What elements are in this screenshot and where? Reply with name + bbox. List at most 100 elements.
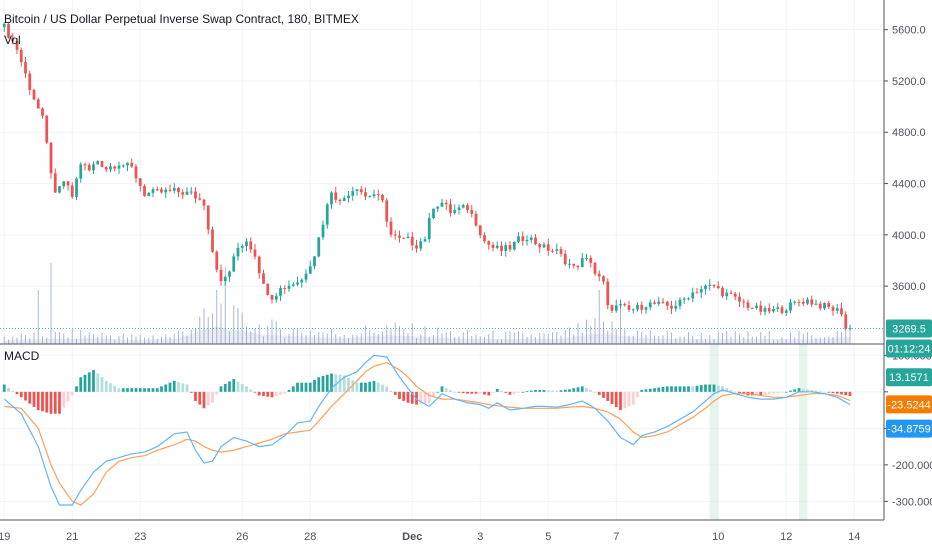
macd-histogram-bar <box>96 373 100 392</box>
macd-histogram-bar <box>185 384 189 392</box>
candle-body <box>245 241 248 246</box>
macd-histogram-bar <box>644 389 648 392</box>
candle-body <box>355 189 359 192</box>
macd-histogram-bar <box>287 390 291 392</box>
macd-histogram-bar <box>2 384 6 392</box>
macd-histogram-bar <box>100 377 104 392</box>
macd-histogram-bar <box>160 386 163 392</box>
candle-body <box>500 245 503 251</box>
candle-body <box>134 166 138 179</box>
candle-body <box>402 237 406 239</box>
candle-body <box>827 303 831 307</box>
candle-body <box>274 295 278 300</box>
candle-body <box>419 241 423 249</box>
price-candles <box>0 22 884 331</box>
macd-histogram-bar <box>844 391 848 396</box>
macd-lines <box>3 354 851 506</box>
macd-histogram-bar <box>232 379 236 392</box>
macd-histogram-bar <box>763 391 767 395</box>
candle-body <box>321 224 325 238</box>
macd-histogram-bar <box>487 391 491 396</box>
macd-histogram-bar <box>687 386 690 392</box>
candle-body <box>202 199 206 206</box>
candle-body <box>151 189 155 193</box>
candle-body <box>699 289 703 293</box>
macd-histogram-bar <box>304 382 308 392</box>
macd-histogram-bar <box>134 388 138 392</box>
price-tick-label: 5200.0 <box>892 76 926 88</box>
macd-histogram-bar <box>793 389 797 392</box>
x-tick-label: 12 <box>780 531 792 543</box>
macd-histogram-bar <box>53 391 57 414</box>
macd-histogram-bar <box>695 385 699 392</box>
macd-histogram-bar <box>70 391 74 396</box>
candle-body <box>763 308 767 312</box>
candle-body <box>7 23 10 38</box>
candle-body <box>75 178 78 197</box>
candle-body <box>653 302 656 304</box>
candle-body <box>674 306 678 309</box>
macd-histogram-bar <box>699 385 703 392</box>
macd-histogram-bar <box>143 388 146 392</box>
macd-histogram-bar <box>521 391 525 393</box>
candle-body <box>801 301 805 304</box>
macd-histogram-bar <box>300 382 304 392</box>
candle-body <box>406 236 410 239</box>
candle-body <box>15 41 19 50</box>
candle-body <box>844 314 848 329</box>
candle-body <box>572 263 576 266</box>
candle-body <box>232 256 236 272</box>
macd-histogram-bar <box>704 384 707 392</box>
candle-body <box>28 73 32 90</box>
macd-histogram-bar <box>330 373 333 392</box>
candle-body <box>470 210 474 214</box>
macd-histogram-bar <box>308 382 312 392</box>
macd-histogram-bar <box>776 391 780 394</box>
candle-body <box>92 164 95 171</box>
candle-body <box>517 236 520 242</box>
highlight-band <box>709 344 719 520</box>
macd-histogram-bar <box>457 391 461 393</box>
candle-body <box>665 301 669 306</box>
macd-histogram-bar <box>236 381 240 392</box>
candle-body <box>614 305 618 311</box>
candle-body <box>780 307 784 314</box>
macd-histogram-bar <box>665 386 669 392</box>
macd-histogram-bar <box>810 390 814 392</box>
macd-histogram-bar <box>372 380 376 392</box>
candle-body <box>784 310 788 314</box>
macd-histogram-bar <box>11 390 15 392</box>
candle-body <box>104 167 108 170</box>
candle-body <box>750 307 754 309</box>
candle-body <box>738 296 741 302</box>
candle-body <box>279 287 282 296</box>
candle-body <box>797 301 801 303</box>
macd-histogram-bar <box>529 390 533 392</box>
candle-body <box>457 207 461 210</box>
candle-body <box>623 304 627 306</box>
x-tick-label: 10 <box>712 531 724 543</box>
macd-histogram-bar <box>733 391 737 393</box>
candle-body <box>177 187 180 193</box>
candle-body <box>840 308 843 315</box>
macd-histogram-bar <box>470 391 474 394</box>
macd-histogram-bar <box>83 374 87 392</box>
candle-body <box>117 165 121 169</box>
last-price-tag-bg <box>886 319 932 338</box>
macd-tick-label: -300.0000 <box>892 496 932 508</box>
macd-histogram-bar <box>402 391 406 401</box>
candle-body <box>806 299 809 304</box>
candle-body <box>529 237 533 240</box>
candle-body <box>317 237 321 257</box>
macd-histogram-bar <box>602 391 605 398</box>
macd-histogram-bar <box>619 391 622 411</box>
candle-body <box>589 257 593 263</box>
candle-body <box>593 262 597 274</box>
candle-body <box>606 281 610 306</box>
candle-body <box>334 192 338 200</box>
candle-body <box>670 305 673 309</box>
macd-histogram-bar <box>670 386 673 392</box>
macd-histogram-bar <box>376 382 380 392</box>
candle-body <box>113 166 117 169</box>
candle-body <box>70 185 74 197</box>
